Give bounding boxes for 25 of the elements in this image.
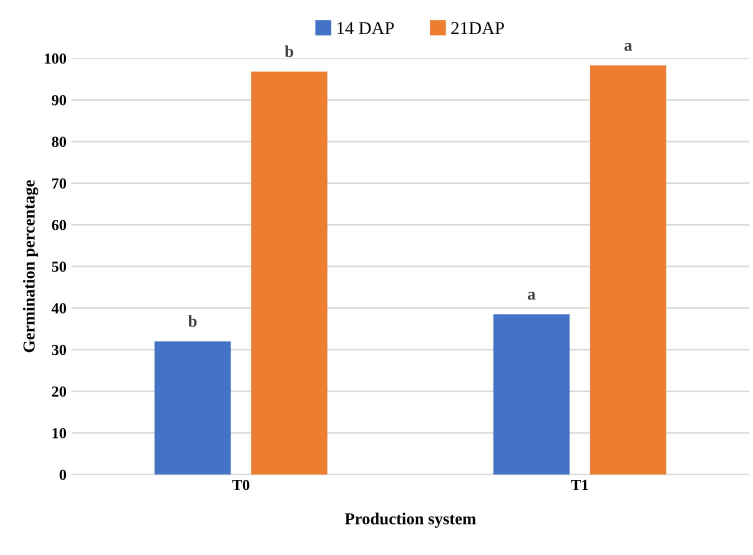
bar	[493, 314, 570, 475]
x-tick-label: T1	[571, 480, 588, 490]
y-tick-label: 10	[52, 428, 66, 438]
y-tick-label: 80	[52, 136, 66, 147]
y-tick-label: 0	[60, 470, 66, 480]
x-tick-label: T0	[232, 480, 250, 490]
y-tick-label: 90	[52, 95, 66, 106]
y-tick-label: 40	[52, 303, 66, 314]
y-tick-label: 60	[52, 220, 66, 230]
data-label: b	[188, 315, 197, 327]
y-tick-label: 50	[52, 262, 66, 272]
y-tick-label: 70	[52, 178, 66, 189]
y-axis-title: Germination percentage	[22, 180, 38, 352]
x-axis-title: Production system	[344, 512, 476, 528]
legend-label: 21DAP	[451, 22, 504, 34]
bar	[154, 341, 231, 475]
bar	[251, 72, 328, 475]
data-label: a	[624, 42, 632, 51]
data-label: b	[284, 45, 294, 58]
data-label: a	[528, 292, 536, 300]
y-tick-label: 100	[44, 53, 66, 64]
legend-label: 14 DAP	[337, 22, 394, 34]
y-tick-label: 30	[52, 344, 66, 356]
y-tick-label: 20	[52, 386, 66, 397]
bar	[590, 65, 666, 475]
